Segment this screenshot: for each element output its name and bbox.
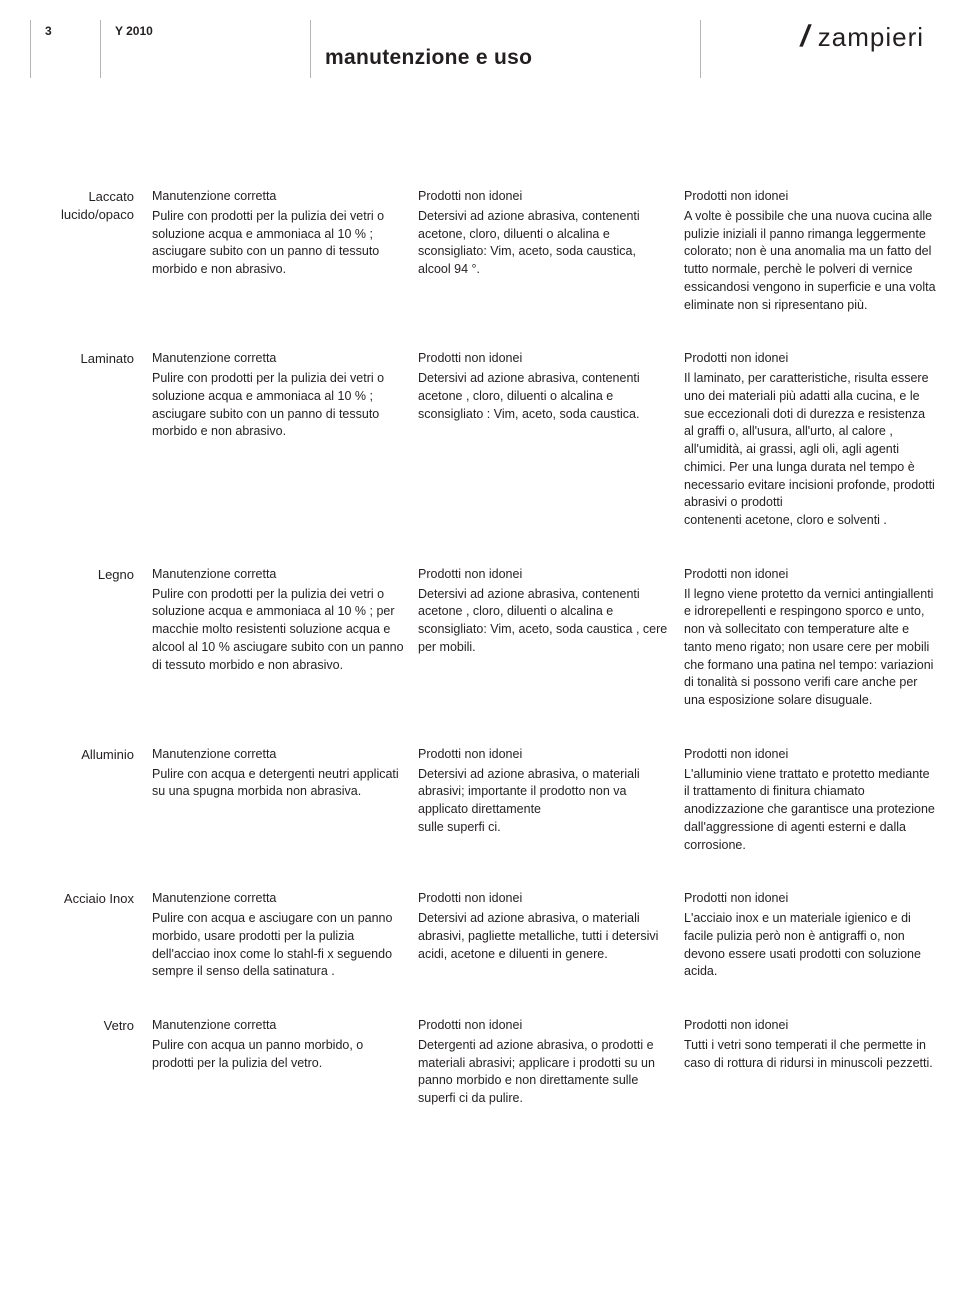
col-heading: Manutenzione corretta — [152, 566, 404, 584]
col-heading: Manutenzione corretta — [152, 188, 404, 206]
brand-slash-icon: / — [798, 20, 814, 54]
header-bar: 3 Y 2010 manutenzione e uso / zampieri — [30, 20, 930, 78]
content-grid: Laccato lucido/opaco Manutenzione corret… — [30, 188, 930, 1108]
notes-col: Prodotti non idonei Il laminato, per car… — [684, 350, 936, 530]
notes-col: Prodotti non idonei L'acciaio inox e un … — [684, 890, 936, 981]
material-label: Acciaio Inox — [30, 890, 138, 981]
material-label: Legno — [30, 566, 138, 710]
material-label: Laminato — [30, 350, 138, 530]
col-text: Detersivi ad azione abrasiva, o material… — [418, 766, 670, 837]
notes-col: Prodotti non idonei Il legno viene prote… — [684, 566, 936, 710]
year-label: Y 2010 — [101, 20, 311, 78]
col-heading: Prodotti non idonei — [418, 350, 670, 368]
col-text: Pulire con acqua e detergenti neutri app… — [152, 766, 404, 802]
title-cell: manutenzione e uso — [311, 20, 701, 78]
col-heading: Prodotti non idonei — [418, 890, 670, 908]
notes-col: Prodotti non idonei Tutti i vetri sono t… — [684, 1017, 936, 1108]
col-heading: Manutenzione corretta — [152, 746, 404, 764]
material-row: Acciaio Inox Manutenzione corretta Pulir… — [30, 890, 930, 981]
col-text: L'alluminio viene trattato e protetto me… — [684, 766, 936, 855]
brand-name: zampieri — [818, 22, 924, 53]
material-row: Vetro Manutenzione corretta Pulire con a… — [30, 1017, 930, 1108]
col-heading: Prodotti non idonei — [418, 746, 670, 764]
col-text: Pulire con acqua un panno morbido, o pro… — [152, 1037, 404, 1073]
page-number: 3 — [31, 20, 101, 78]
page: 3 Y 2010 manutenzione e uso / zampieri L… — [0, 0, 960, 1309]
col-text: Detergenti ad azione abrasiva, o prodott… — [418, 1037, 670, 1108]
col-text: Il legno viene protetto da vernici antin… — [684, 586, 936, 710]
col-heading: Prodotti non idonei — [418, 188, 670, 206]
col-text: Pulire con prodotti per la pulizia dei v… — [152, 370, 404, 441]
maintenance-col: Manutenzione corretta Pulire con prodott… — [152, 566, 404, 710]
col-text: A volte è possibile che una nuova cucina… — [684, 208, 936, 315]
col-text: Pulire con prodotti per la pulizia dei v… — [152, 586, 404, 675]
col-text: Pulire con acqua e asciugare con un pann… — [152, 910, 404, 981]
maintenance-col: Manutenzione corretta Pulire con prodott… — [152, 350, 404, 530]
col-text: Detersivi ad azione abrasiva, contenenti… — [418, 586, 670, 657]
col-text: Detersivi ad azione abrasiva, contenenti… — [418, 370, 670, 423]
col-text: L'acciaio inox e un materiale igienico e… — [684, 910, 936, 981]
unsuitable-col: Prodotti non idonei Detersivi ad azione … — [418, 188, 670, 314]
col-text: Tutti i vetri sono temperati il che perm… — [684, 1037, 936, 1073]
page-title: manutenzione e uso — [325, 46, 690, 70]
col-heading: Prodotti non idonei — [684, 188, 936, 206]
material-row: Laccato lucido/opaco Manutenzione corret… — [30, 188, 930, 314]
notes-col: Prodotti non idonei L'alluminio viene tr… — [684, 746, 936, 855]
material-label: Laccato lucido/opaco — [30, 188, 138, 314]
material-label: Vetro — [30, 1017, 138, 1108]
col-heading: Manutenzione corretta — [152, 890, 404, 908]
col-heading: Prodotti non idonei — [684, 350, 936, 368]
col-heading: Prodotti non idonei — [684, 1017, 936, 1035]
maintenance-col: Manutenzione corretta Pulire con acqua e… — [152, 746, 404, 855]
unsuitable-col: Prodotti non idonei Detersivi ad azione … — [418, 890, 670, 981]
unsuitable-col: Prodotti non idonei Detersivi ad azione … — [418, 350, 670, 530]
material-row: Legno Manutenzione corretta Pulire con p… — [30, 566, 930, 710]
col-heading: Prodotti non idonei — [684, 890, 936, 908]
col-text: Il laminato, per caratteristiche, risult… — [684, 370, 936, 530]
unsuitable-col: Prodotti non idonei Detergenti ad azione… — [418, 1017, 670, 1108]
col-heading: Prodotti non idonei — [684, 566, 936, 584]
material-row: Laminato Manutenzione corretta Pulire co… — [30, 350, 930, 530]
col-heading: Prodotti non idonei — [418, 1017, 670, 1035]
col-heading: Prodotti non idonei — [418, 566, 670, 584]
maintenance-col: Manutenzione corretta Pulire con acqua e… — [152, 890, 404, 981]
col-text: Pulire con prodotti per la pulizia dei v… — [152, 208, 404, 279]
col-heading: Prodotti non idonei — [684, 746, 936, 764]
col-heading: Manutenzione corretta — [152, 350, 404, 368]
material-label: Alluminio — [30, 746, 138, 855]
maintenance-col: Manutenzione corretta Pulire con acqua u… — [152, 1017, 404, 1108]
col-heading: Manutenzione corretta — [152, 1017, 404, 1035]
col-text: Detersivi ad azione abrasiva, o material… — [418, 910, 670, 963]
unsuitable-col: Prodotti non idonei Detersivi ad azione … — [418, 566, 670, 710]
col-text: Detersivi ad azione abrasiva, contenenti… — [418, 208, 670, 279]
brand: / zampieri — [701, 20, 930, 54]
material-row: Alluminio Manutenzione corretta Pulire c… — [30, 746, 930, 855]
notes-col: Prodotti non idonei A volte è possibile … — [684, 188, 936, 314]
maintenance-col: Manutenzione corretta Pulire con prodott… — [152, 188, 404, 314]
unsuitable-col: Prodotti non idonei Detersivi ad azione … — [418, 746, 670, 855]
